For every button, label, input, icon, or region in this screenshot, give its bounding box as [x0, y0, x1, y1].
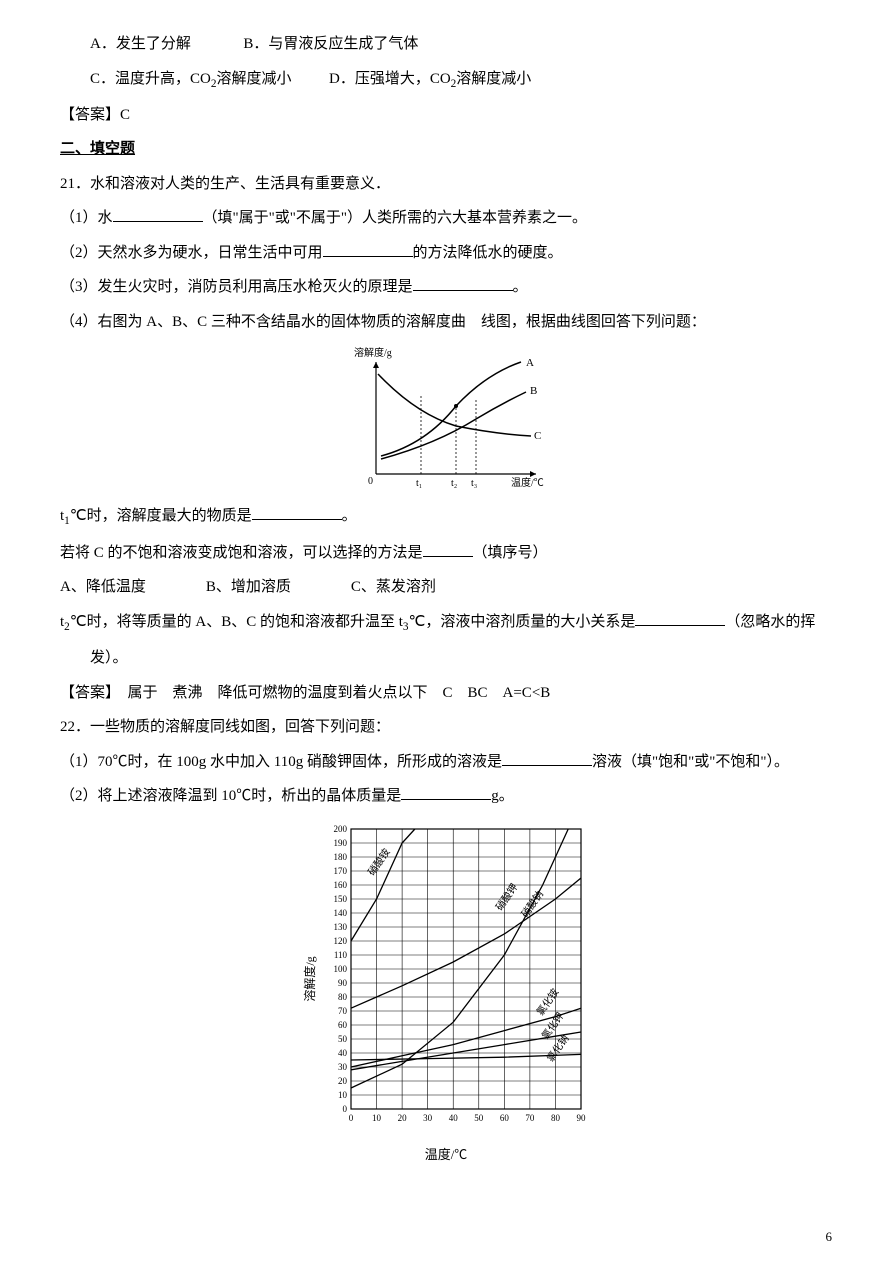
svg-text:0: 0: [343, 1104, 348, 1114]
blank: [113, 207, 203, 222]
svg-text:t₂: t₂: [451, 478, 457, 489]
svg-text:10: 10: [372, 1113, 382, 1123]
svg-text:40: 40: [338, 1048, 348, 1058]
svg-text:110: 110: [334, 950, 348, 960]
q20-opt-a: A．发生了分解: [90, 36, 191, 52]
svg-text:130: 130: [334, 922, 348, 932]
svg-text:180: 180: [334, 852, 348, 862]
section-heading-2: 二、填空题: [60, 135, 832, 164]
svg-text:70: 70: [525, 1113, 535, 1123]
svg-text:120: 120: [334, 936, 348, 946]
svg-text:0: 0: [349, 1113, 354, 1123]
svg-text:硝酸钾: 硝酸钾: [493, 881, 521, 913]
q21-p2: （2）天然水多为硬水，日常生活中可用的方法降低水的硬度。: [60, 239, 832, 268]
page-number: 6: [826, 1225, 833, 1250]
blank: [635, 611, 725, 626]
svg-text:170: 170: [334, 866, 348, 876]
svg-text:60: 60: [338, 1020, 348, 1030]
svg-text:0: 0: [368, 476, 373, 487]
svg-text:50: 50: [474, 1113, 484, 1123]
svg-text:30: 30: [338, 1062, 348, 1072]
q22-p2: （2）将上述溶液降温到 10℃时，析出的晶体质量是g。: [60, 782, 832, 811]
svg-text:80: 80: [338, 992, 348, 1002]
q21-p3: （3）发生火灾时，消防员利用高压水枪灭火的原理是。: [60, 273, 832, 302]
svg-text:100: 100: [334, 964, 348, 974]
q20-opt-c: C．温度升高，CO2溶解度减小: [90, 71, 295, 87]
svg-text:A: A: [526, 357, 534, 369]
svg-text:t₁: t₁: [416, 478, 422, 489]
svg-text:溶解度/g: 溶解度/g: [302, 956, 317, 1001]
svg-text:90: 90: [338, 978, 348, 988]
blank: [252, 505, 342, 520]
svg-text:150: 150: [334, 894, 348, 904]
q22-stem: 22．一些物质的溶解度同线如图，回答下列问题：: [60, 713, 832, 742]
blank: [401, 785, 491, 800]
blank: [502, 751, 592, 766]
svg-text:t₃: t₃: [471, 478, 477, 489]
svg-text:90: 90: [577, 1113, 587, 1123]
svg-text:140: 140: [334, 908, 348, 918]
svg-text:40: 40: [449, 1113, 459, 1123]
svg-text:60: 60: [500, 1113, 510, 1123]
q20-answer: 【答案】C: [60, 101, 832, 130]
svg-text:20: 20: [398, 1113, 408, 1123]
q21-chart: 溶解度/g 0 t₁ t₂ t₃ 温度/℃ A B C: [60, 344, 832, 494]
q21-p1: （1）水（填"属于"或"不属于"）人类所需的六大基本营养素之一。: [60, 204, 832, 233]
svg-text:B: B: [530, 385, 537, 397]
q22-chart-xlabel: 温度/℃: [60, 1143, 832, 1168]
svg-text:温度/℃: 温度/℃: [511, 476, 544, 489]
svg-text:10: 10: [338, 1090, 348, 1100]
q20-opt-d: D．压强增大，CO2溶解度减小: [329, 71, 531, 87]
svg-text:C: C: [534, 430, 541, 442]
svg-text:硝酸钠: 硝酸钠: [518, 888, 546, 920]
blank: [423, 542, 473, 557]
q22-p1: （1）70℃时，在 100g 水中加入 110g 硝酸钾固体，所形成的溶液是溶液…: [60, 748, 832, 777]
blank: [413, 276, 513, 291]
svg-text:190: 190: [334, 838, 348, 848]
svg-text:20: 20: [338, 1076, 348, 1086]
q20-options-row1: A．发生了分解 B．与胃液反应生成了气体: [60, 30, 832, 59]
q22-chart: 0102030405060708090100110120130140150160…: [60, 819, 832, 1168]
q20-opt-b: B．与胃液反应生成了气体: [243, 36, 418, 52]
q21-answer: 【答案】 属于 煮沸 降低可燃物的温度到着火点以下 C BC A=C<B: [60, 679, 832, 708]
svg-text:200: 200: [334, 824, 348, 834]
svg-text:50: 50: [338, 1034, 348, 1044]
svg-text:70: 70: [338, 1006, 348, 1016]
q21-stem: 21．水和溶液对人类的生产、生活具有重要意义．: [60, 170, 832, 199]
q21-sub3: t2℃时，将等质量的 A、B、C 的饱和溶液都升温至 t3℃，溶液中溶剂质量的大…: [60, 608, 832, 638]
svg-text:160: 160: [334, 880, 348, 890]
q21-sub3c: 发）。: [60, 644, 832, 673]
svg-text:溶解度/g: 溶解度/g: [354, 346, 392, 359]
q21-p4: （4）右图为 A、B、C 三种不含结晶水的固体物质的溶解度曲 线图，根据曲线图回…: [60, 308, 832, 337]
q21-sub2: 若将 C 的不饱和溶液变成饱和溶液，可以选择的方法是（填序号）: [60, 539, 832, 568]
blank: [323, 242, 413, 257]
q21-sub1: t1℃时，溶解度最大的物质是。: [60, 502, 832, 532]
q21-sub2-opts: A、降低温度 B、增加溶质 C、蒸发溶剂: [60, 573, 832, 602]
svg-text:80: 80: [551, 1113, 561, 1123]
q20-options-row2: C．温度升高，CO2溶解度减小 D．压强增大，CO2溶解度减小: [60, 65, 832, 95]
svg-text:30: 30: [423, 1113, 433, 1123]
